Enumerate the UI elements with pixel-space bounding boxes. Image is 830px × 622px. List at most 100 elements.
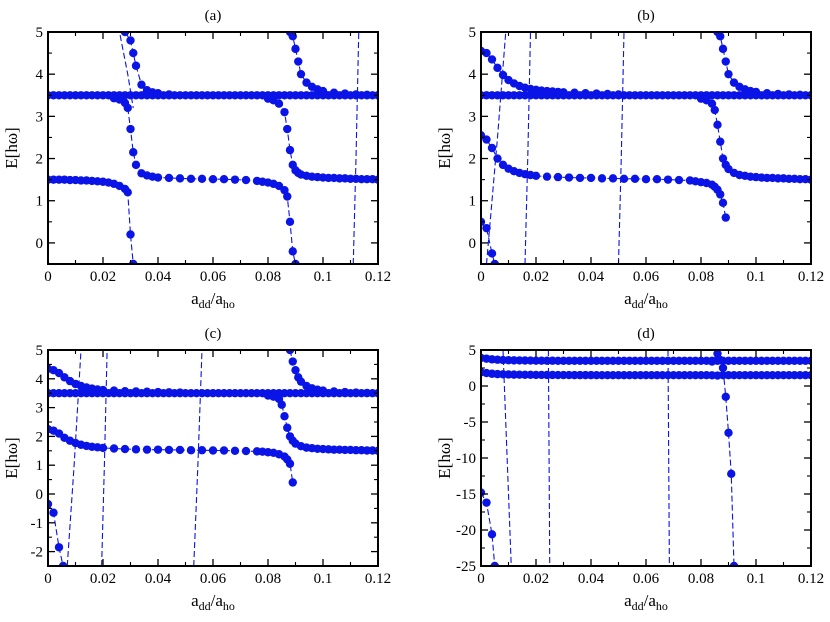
data-point (49, 508, 58, 517)
series-line (667, 350, 670, 566)
y-tick-label: 3 (36, 109, 44, 125)
data-point (340, 387, 350, 397)
y-tick-label: -15 (456, 487, 476, 503)
data-point (724, 69, 733, 79)
data-point (291, 44, 300, 54)
data-point (716, 137, 725, 146)
y-tick-label: -20 (456, 523, 476, 539)
y-tick-label: 2 (469, 152, 477, 168)
data-point (283, 192, 292, 201)
panel-title: (c) (205, 326, 222, 342)
data-point (542, 172, 552, 181)
x-axis-label: add/aho (624, 591, 668, 613)
series-line (193, 350, 203, 566)
data-point (197, 446, 207, 455)
data-point (603, 89, 612, 99)
data-point (294, 57, 303, 66)
panel-c: (c) 0 0.02 0.04 0.06 0.08 0.1 0.12 -2 -1 0 1 2 3 4 5 add… (2, 326, 391, 613)
series-line (617, 32, 625, 264)
y-tick-label: 4 (36, 372, 44, 388)
x-axis-label: add/aho (191, 289, 235, 311)
x-tick-label: 0.08 (688, 571, 714, 587)
series-line (524, 32, 532, 264)
data-point (318, 86, 328, 96)
data-point (131, 387, 141, 396)
data-point (614, 90, 623, 99)
data-point (137, 80, 146, 89)
data-point (716, 190, 725, 199)
data-point (641, 175, 651, 184)
x-axis-label: add/aho (191, 591, 235, 613)
x-tick-label: 0.04 (145, 269, 172, 285)
y-tick-label: 0 (469, 379, 477, 395)
y-tick-label: 1 (469, 194, 477, 210)
data-point (186, 174, 196, 183)
data-point (751, 87, 761, 97)
x-tick-label: 0.06 (200, 571, 227, 587)
data-point (329, 88, 339, 97)
x-tick-label: 0.08 (255, 571, 281, 587)
data-point (564, 173, 574, 182)
data-point (241, 446, 251, 456)
data-point (98, 443, 108, 453)
data-point (559, 88, 568, 97)
y-tick-label: -1 (31, 516, 44, 532)
data-point (716, 355, 725, 365)
data-point (230, 175, 240, 184)
panel-a: (a) 0 0.02 0.04 0.06 0.08 0.1 0.12 0 1 2 3 4 5 add/aho… (2, 8, 391, 311)
x-tick-label: 0.12 (798, 571, 824, 587)
x-tick-label: 0.04 (578, 571, 605, 587)
y-tick-label: 2 (36, 152, 44, 168)
data-point (721, 392, 730, 401)
x-tick-label: 0.04 (145, 571, 172, 587)
plot-frame (480, 31, 812, 265)
panel-title: (d) (637, 326, 655, 342)
data-point (109, 444, 119, 453)
series-line (711, 352, 735, 566)
data-point (570, 88, 579, 97)
data-point (274, 99, 284, 108)
data-point (283, 124, 292, 134)
data-point (729, 561, 739, 566)
data-point (362, 388, 372, 398)
data-point (727, 469, 736, 479)
data-point (707, 99, 717, 108)
y-axis-label: E[hω] (435, 437, 454, 478)
data-point (531, 171, 541, 181)
data-point (784, 90, 794, 99)
data-point (131, 160, 141, 170)
data-point (721, 213, 730, 222)
plot-frame (47, 349, 379, 567)
x-tick-label: 0.06 (633, 571, 660, 587)
y-tick-label: 2 (36, 429, 44, 445)
data-point (285, 217, 295, 227)
panel-title: (a) (205, 8, 222, 24)
data-point (586, 173, 596, 183)
series-line (481, 492, 496, 566)
series-line (66, 350, 82, 566)
data-point (208, 446, 218, 455)
data-point (126, 36, 135, 45)
data-point (164, 388, 174, 397)
data-point (482, 135, 491, 144)
data-point (175, 388, 185, 397)
data-point (481, 488, 486, 497)
x-tick-label: 0.12 (365, 269, 391, 285)
x-tick-label: 0.12 (798, 269, 824, 285)
data-point (142, 445, 152, 454)
data-point (351, 388, 361, 397)
data-layer (48, 350, 378, 566)
data-point (120, 444, 130, 454)
data-point (490, 561, 499, 566)
data-point (153, 88, 163, 98)
data-point (129, 259, 138, 264)
y-tick-label: 0 (469, 236, 477, 252)
data-point (131, 445, 141, 454)
data-point (608, 174, 618, 183)
y-tick-label: 5 (36, 343, 44, 359)
data-point (288, 247, 297, 256)
data-point (718, 198, 728, 208)
x-tick-label: 0.12 (365, 571, 391, 587)
